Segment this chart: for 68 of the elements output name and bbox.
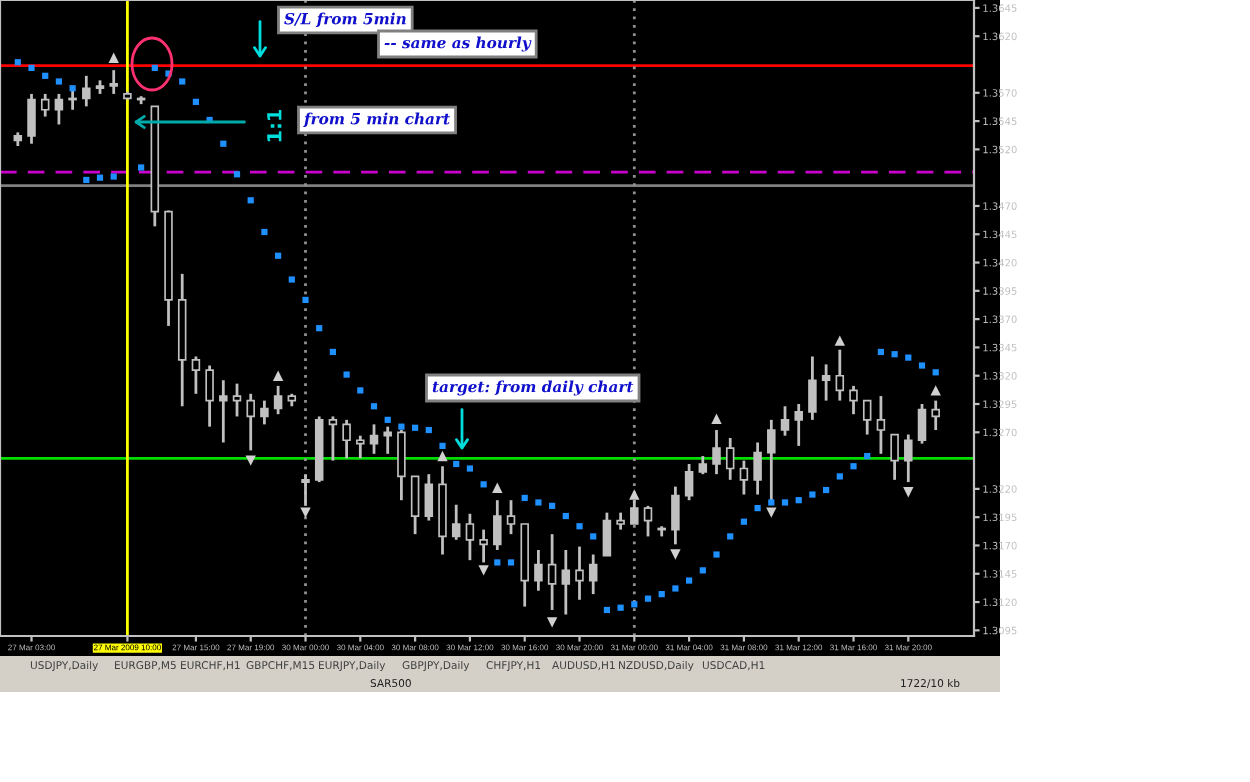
- point: [492, 482, 503, 493]
- candlestick: [794, 402, 803, 448]
- candlestick: [301, 472, 310, 508]
- candlestick: [465, 512, 475, 562]
- candlestick: [383, 425, 392, 456]
- candlestick: [698, 454, 708, 476]
- candlestick: [904, 433, 913, 484]
- point: [478, 565, 489, 576]
- point: [834, 335, 846, 346]
- point: [108, 52, 119, 63]
- point: [437, 450, 448, 462]
- candlestick: [246, 392, 255, 452]
- candlestick: [890, 433, 899, 482]
- candlestick: [725, 436, 735, 482]
- annotation: 1:1: [267, 109, 282, 142]
- candlestick: [410, 475, 420, 536]
- candlestick: [684, 462, 694, 502]
- point: [670, 549, 681, 560]
- candlestick: [561, 548, 571, 616]
- candlestick: [753, 441, 762, 496]
- candlestick: [931, 399, 940, 432]
- candlestick: [534, 548, 543, 593]
- candlestick: [671, 485, 680, 546]
- candlestick: [54, 92, 64, 126]
- point: [245, 455, 256, 466]
- candlestick: [506, 498, 516, 536]
- candlestick: [451, 503, 461, 542]
- candlestick: [342, 418, 351, 460]
- candlestick: [876, 394, 886, 456]
- point: [930, 385, 941, 396]
- candlestick: [273, 384, 283, 416]
- candlestick: [27, 92, 36, 146]
- candlestick: [602, 511, 612, 558]
- point: [272, 370, 284, 381]
- candlestick: [191, 355, 201, 396]
- candlestick: [369, 422, 379, 456]
- candlestick: [493, 498, 502, 552]
- point: [903, 487, 914, 498]
- candlestick: [82, 74, 91, 108]
- candlestick: [356, 434, 365, 460]
- candlestick: [808, 355, 817, 422]
- candlestick: [821, 363, 831, 402]
- candlestick: [739, 459, 749, 496]
- candlestick: [780, 404, 790, 438]
- candlestick: [479, 528, 488, 564]
- candlestick: [260, 399, 269, 426]
- candlestick: [232, 382, 242, 418]
- candlestick: [862, 399, 872, 436]
- point: [766, 507, 777, 518]
- point: [629, 489, 640, 500]
- candlestick: [712, 428, 721, 476]
- candlestick: [109, 68, 118, 96]
- candlestick: [219, 378, 228, 444]
- candlestick: [588, 553, 598, 596]
- candlestick: [40, 92, 50, 118]
- candlestick: [767, 418, 776, 504]
- candlestick: [849, 384, 858, 416]
- candlestick: [835, 348, 845, 402]
- point: [300, 507, 311, 518]
- candlestick: [547, 532, 557, 612]
- candlestick: [643, 504, 653, 538]
- candlestick: [205, 364, 214, 429]
- candlestick: [424, 472, 434, 522]
- candlestick: [575, 545, 584, 602]
- candlestick: [328, 415, 338, 462]
- point: [711, 413, 722, 424]
- point: [546, 617, 558, 628]
- candlestick: [917, 402, 927, 446]
